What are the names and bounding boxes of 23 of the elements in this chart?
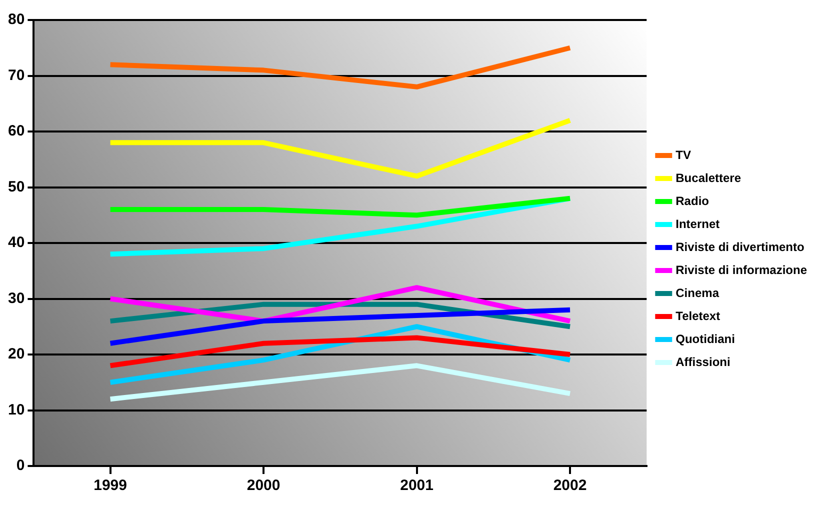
y-tick-label: 50 (8, 178, 25, 196)
y-tick-label: 20 (8, 346, 25, 363)
legend-label: Internet (676, 216, 720, 231)
legend-label: Riviste di divertimento (676, 240, 804, 254)
y-tick-label: 70 (8, 66, 25, 84)
legend-label: Cinema (676, 286, 720, 300)
x-tick-label: 2002 (553, 477, 587, 494)
y-tick-label: 0 (16, 457, 25, 474)
legend-label: Radio (676, 194, 709, 208)
y-tick-label: 10 (8, 401, 25, 418)
legend-label: Quotidiani (676, 332, 735, 346)
x-tick-label: 2001 (400, 477, 434, 494)
y-tick-label: 80 (8, 11, 25, 28)
legend-label: Affissioni (676, 354, 730, 369)
legend-label: Riviste di informazione (676, 262, 808, 277)
legend-label: Bucalettere (676, 170, 742, 185)
x-tick-label: 2000 (246, 477, 280, 494)
legend-label: TV (676, 148, 691, 162)
y-tick-label: 60 (8, 122, 25, 140)
x-tick-label: 1999 (94, 477, 127, 494)
y-tick-label: 40 (8, 234, 25, 252)
y-tick-label: 30 (8, 290, 25, 307)
legend-label: Teletext (676, 308, 720, 323)
